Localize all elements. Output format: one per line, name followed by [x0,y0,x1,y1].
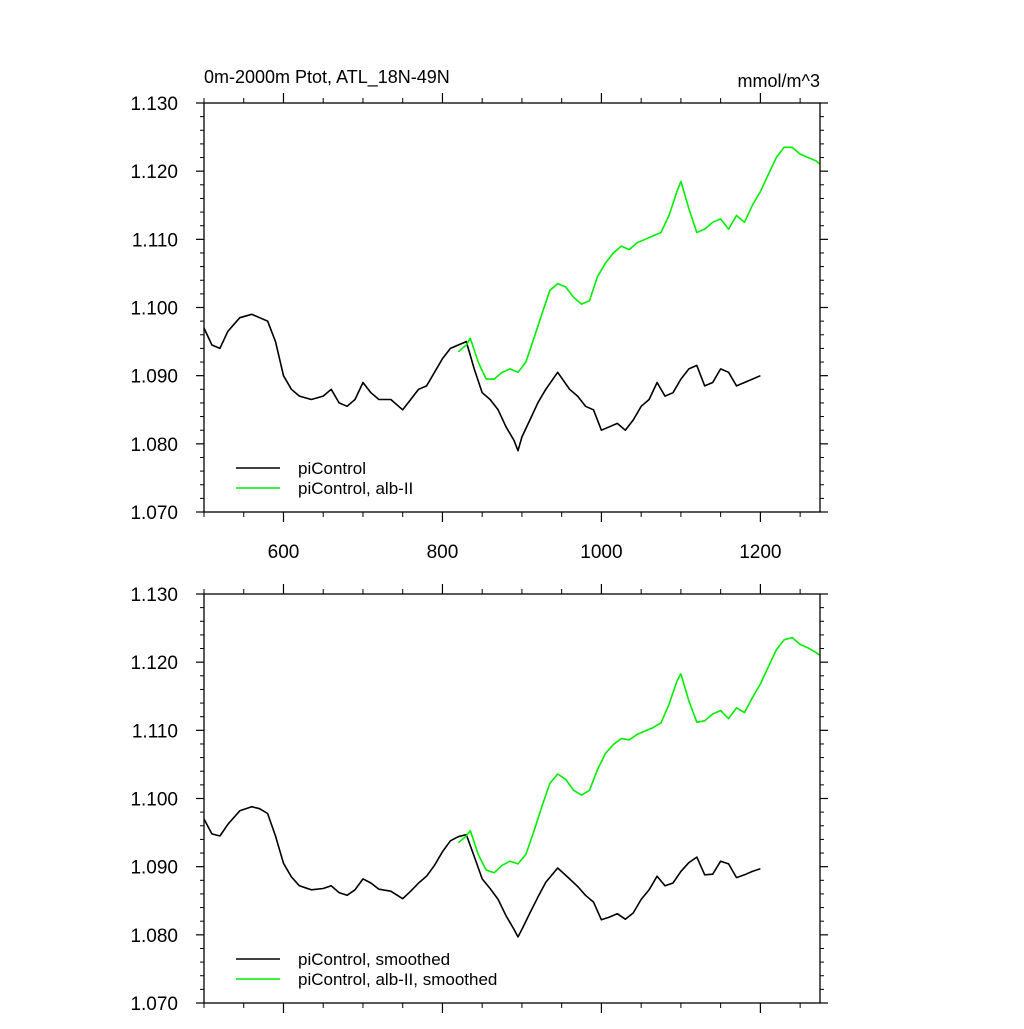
x-tick-label: 800 [427,542,459,563]
plot-frame [203,593,821,1004]
legend-label-0: piControl [298,459,366,478]
axes: 1.070 1.080 1.090 1.100 1.110 1.120 1.130 600 80… [130,93,828,563]
top-panel: 0m-2000m Ptot, ATL_18N-49N mmol/m^3 1.07… [130,67,828,563]
bottom-panel: 1.070 1.080 1.090 1.100 1.110 1.120 1.130 piCo… [130,584,828,1015]
y-tick-label: 1.110 [132,721,178,742]
y-tick-label: 1.070 [130,994,178,1015]
y-tick-label: 1.100 [130,299,178,320]
y-tick-label: 1.130 [130,585,178,606]
y-tick-label: 1.110 [132,230,178,251]
y-tick-label: 1.080 [130,926,178,947]
y-tick-label: 1.120 [130,653,178,674]
x-tick-label: 1000 [580,542,622,563]
y-tick-label: 1.130 [130,94,178,115]
plot-frame [203,102,821,513]
y-tick-label: 1.100 [130,790,178,811]
y-tick-label: 1.090 [130,858,178,879]
x-tick-label: 1200 [739,542,781,563]
y-tick-label: 1.080 [130,435,178,456]
series-lines [203,636,821,938]
series-line-0 [203,313,761,452]
chart-title: 0m-2000m Ptot, ATL_18N-49N [204,67,450,88]
series-lines [203,146,821,452]
series-line-1 [457,636,821,874]
units-label: mmol/m^3 [738,71,820,91]
y-tick-label: 1.120 [130,162,178,183]
y-tick-label: 1.090 [130,367,178,388]
series-line-1 [457,146,821,380]
legend-label-1: piControl, alb-II, smoothed [298,970,497,989]
axes: 1.070 1.080 1.090 1.100 1.110 1.120 1.130 [130,584,828,1015]
legend-label-0: piControl, smoothed [298,950,450,969]
legend-label-1: piControl, alb-II [298,479,413,498]
series-line-0 [203,805,761,938]
x-tick-label: 600 [268,542,300,563]
y-tick-label: 1.070 [130,503,178,524]
